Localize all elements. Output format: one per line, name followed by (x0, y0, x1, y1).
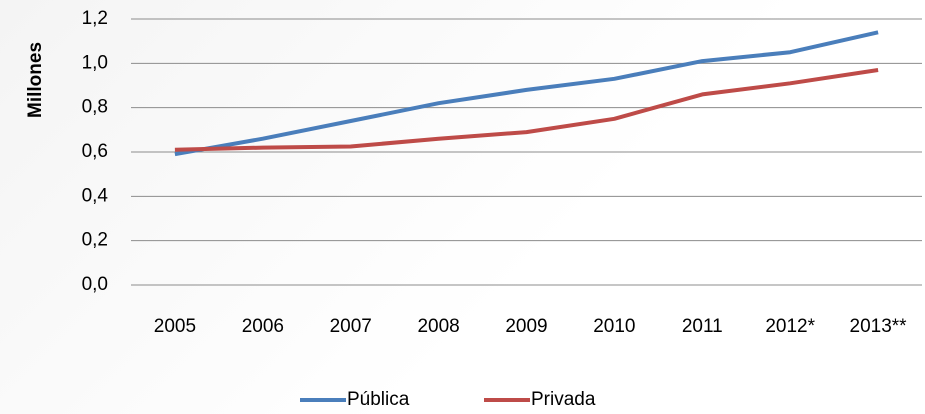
y-tick-label: 1,2 (82, 8, 108, 29)
legend-label: Pública (347, 389, 410, 410)
y-tick-label: 0,0 (82, 274, 108, 295)
series-line (174, 30, 879, 157)
legend-label: Privada (531, 389, 596, 410)
y-tick-label: 0,2 (82, 230, 108, 251)
y-tick-label: 1,0 (82, 52, 108, 73)
x-tick-label: 2008 (417, 316, 459, 337)
x-tick-label: 2013** (850, 316, 908, 337)
x-tick-label: 2012* (765, 316, 815, 337)
x-tick-label: 2006 (242, 316, 284, 337)
x-tick-label: 2010 (593, 316, 635, 337)
x-tick-label: 2005 (154, 316, 196, 337)
y-axis-label: Millones (25, 42, 46, 118)
x-tick-label: 2007 (330, 316, 372, 337)
y-tick-label: 0,8 (82, 97, 108, 118)
y-tick-label: 0,4 (82, 185, 109, 206)
y-tick-label: 0,6 (82, 141, 108, 162)
x-tick-label: 2009 (505, 316, 547, 337)
x-tick-label: 2011 (682, 316, 723, 337)
series-line (174, 68, 879, 152)
